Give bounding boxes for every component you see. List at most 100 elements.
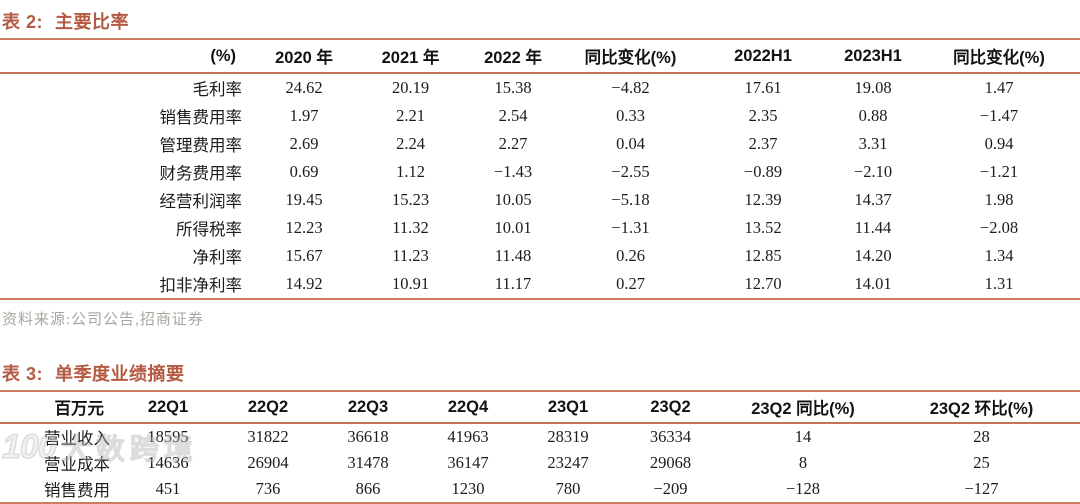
table-row: 管理费用率 2.69 2.24 2.27 0.04 2.37 3.31 0.94 (0, 130, 1080, 158)
cell-value: 2.27 (498, 134, 528, 153)
cell-value: 19.45 (285, 190, 323, 209)
cell-value: 451 (155, 479, 181, 498)
row-label: 营业收入 (44, 429, 110, 448)
table-main-ratios: (%) 2020 年 2021 年 2022 年同比变化(%) 2022H1 2023H1… (0, 40, 1080, 300)
cell-value: −2.55 (611, 162, 650, 181)
cell-value: 36147 (447, 453, 489, 472)
cell-value: 29068 (649, 453, 692, 472)
column-header: 23Q1 (518, 392, 618, 424)
row-label: 所得税率 (176, 220, 242, 239)
cell-value: 0.69 (289, 162, 319, 181)
cell-value: 1.12 (396, 162, 425, 181)
column-header: 2022H1 (698, 40, 828, 74)
cell-value: 736 (255, 479, 281, 498)
cell-value: 14.37 (854, 190, 892, 209)
table3-title: 表 3: 单季度业绩摘要 (0, 360, 1080, 392)
cell-value: 14.01 (854, 274, 892, 293)
cell-value: 11.17 (494, 274, 532, 293)
column-header: 22Q4 (418, 392, 518, 424)
source-note: 资料来源:公司公告,招商证券 (2, 312, 204, 328)
table2-title: 表 2: 主要比率 (0, 8, 1080, 40)
cell-value: 0.04 (616, 134, 645, 153)
table-quarterly-summary: 百万元 22Q1 22Q2 22Q3 22Q4 23Q1 23Q2 23Q2 同比(%) 23Q… (0, 392, 1080, 504)
cell-value: 866 (355, 479, 381, 498)
cell-value: 0.33 (616, 106, 645, 125)
cell-value: −1.43 (493, 162, 533, 181)
table3-title-text: 单季度业绩摘要 (55, 364, 185, 384)
column-header: 同比变化(%) (563, 40, 698, 74)
row-label: 管理费用率 (159, 136, 243, 155)
cell-value: 14636 (147, 453, 189, 472)
cell-value: 12.39 (744, 190, 782, 209)
cell-value: 12.70 (744, 274, 782, 293)
cell-value: 2.54 (498, 106, 528, 125)
column-header: 2022 年 (463, 40, 563, 74)
cell-value: 24.62 (285, 78, 323, 97)
cell-value: −1.31 (611, 218, 650, 237)
cell-value: 23247 (547, 453, 589, 472)
row-label: 净利率 (192, 248, 243, 267)
table-row: 经营利润率 19.45 15.23 10.05 −5.18 12.39 14.37 1.98 (0, 186, 1080, 214)
cell-value: 18595 (147, 427, 189, 446)
column-header: 2020 年 (250, 40, 358, 74)
row-label: 毛利率 (192, 80, 243, 99)
column-header: 22Q1 (118, 392, 218, 424)
cell-value: −128 (785, 479, 821, 498)
cell-value: 2.37 (748, 134, 778, 153)
cell-value: 13.52 (744, 218, 782, 237)
cell-value: 1.47 (984, 78, 1014, 97)
cell-value: 1230 (451, 479, 485, 498)
column-header: 23Q2 同比(%) (723, 392, 883, 424)
cell-value: 26904 (247, 453, 289, 472)
cell-value: 11.32 (392, 218, 429, 237)
cell-value: 1.97 (289, 106, 319, 125)
column-header: 同比变化(%) (918, 40, 1080, 74)
cell-value: 41963 (447, 427, 489, 446)
cell-value: 36334 (649, 427, 692, 446)
table-row: 毛利率 24.62 20.19 15.38 −4.82 17.61 19.08 1.47 (0, 73, 1080, 102)
cell-value: 2.69 (289, 134, 319, 153)
cell-value: 0.27 (616, 274, 645, 293)
table-header-row: 百万元 22Q1 22Q2 22Q3 22Q4 23Q1 23Q2 23Q2 同比(%) 23Q… (0, 392, 1080, 424)
cell-value: 12.85 (744, 246, 782, 265)
column-header: (%) (0, 40, 250, 74)
cell-value: 0.88 (858, 106, 888, 125)
cell-value: 11.44 (854, 218, 892, 237)
cell-value: 17.61 (744, 78, 782, 97)
table2-title-text: 主要比率 (55, 12, 130, 32)
cell-value: 14 (794, 427, 812, 446)
table-row: 营业成本 14636 26904 31478 36147 23247 29068 8 25 (0, 450, 1080, 476)
row-label: 销售费用 (44, 481, 110, 500)
table-row: 财务费用率 0.69 1.12 −1.43 −2.55 −0.89 −2.10 −1.21 (0, 158, 1080, 186)
row-label: 经营利润率 (159, 192, 243, 211)
cell-value: 31822 (247, 427, 289, 446)
cell-value: 3.31 (858, 134, 888, 153)
cell-value: 2.24 (396, 134, 425, 153)
column-header: 百万元 (0, 392, 118, 424)
cell-value: 10.91 (391, 274, 430, 293)
cell-value: −209 (653, 479, 688, 498)
cell-value: 15.38 (494, 78, 532, 97)
cell-value: 11.48 (494, 246, 532, 265)
cell-value: −2.10 (853, 162, 893, 181)
cell-value: 780 (555, 479, 581, 498)
cell-value: 20.19 (391, 78, 430, 97)
cell-value: 1.31 (984, 274, 1014, 293)
cell-value: 15.67 (285, 246, 323, 265)
table2-title-prefix: 表 2: (2, 12, 44, 32)
cell-value: 2.21 (396, 106, 425, 125)
cell-value: 12.23 (285, 218, 323, 237)
row-label: 财务费用率 (159, 164, 243, 183)
table-row: 净利率 15.67 11.23 11.48 0.26 12.85 14.20 1.34 (0, 242, 1080, 270)
cell-value: −127 (964, 479, 999, 498)
table-row: 所得税率 12.23 11.32 10.01 −1.31 13.52 11.44 −2.08 (0, 214, 1080, 242)
cell-value: 14.20 (854, 246, 892, 265)
cell-value: 0.26 (616, 246, 645, 265)
cell-value: 25 (973, 453, 990, 472)
cell-value: −2.08 (979, 218, 1019, 237)
cell-value: 1.34 (984, 246, 1014, 265)
cell-value: 36618 (347, 427, 389, 446)
table-header-row: (%) 2020 年 2021 年 2022 年同比变化(%) 2022H1 2023H1… (0, 40, 1080, 74)
row-label: 营业成本 (44, 455, 110, 474)
cell-value: 11.23 (392, 246, 429, 265)
